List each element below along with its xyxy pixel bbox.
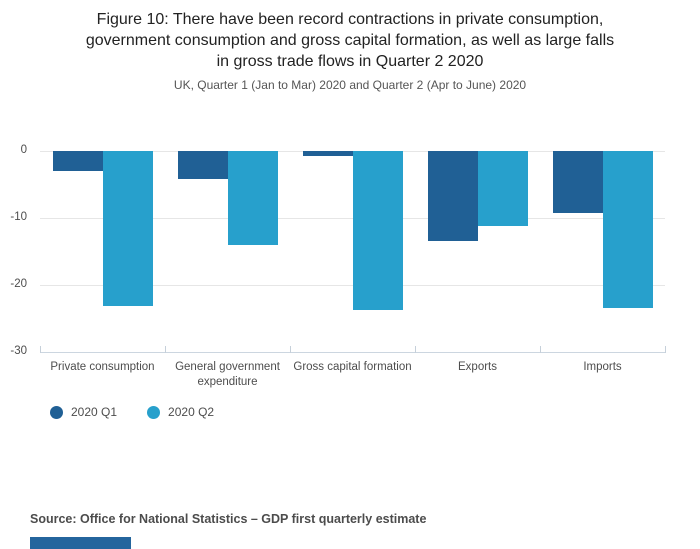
bar-2020-q2-gross-capital-formation[interactable] xyxy=(352,151,403,311)
y-axis-tick-label: -30 xyxy=(10,345,27,357)
x-axis-tick xyxy=(665,346,666,353)
source-note: Source: Office for National Statistics –… xyxy=(30,512,427,526)
footer-blue-bar[interactable] xyxy=(30,537,131,549)
x-axis-tick xyxy=(540,346,541,353)
legend-label: 2020 Q1 xyxy=(71,405,118,419)
bar-2020-q1-gross-capital-formation[interactable] xyxy=(302,151,353,157)
bar-2020-q1-private-consumption[interactable] xyxy=(52,151,103,172)
legend-label: 2020 Q2 xyxy=(168,405,215,419)
chart-title-line: Figure 10: There have been record contra… xyxy=(96,11,604,28)
chart-title: Figure 10: There have been record contra… xyxy=(20,9,680,72)
chart-title-line: government consumption and gross capital… xyxy=(85,32,615,49)
chart-legend: 2020 Q1 2020 Q2 xyxy=(50,405,214,419)
chart-subtitle: UK, Quarter 1 (Jan to Mar) 2020 and Quar… xyxy=(173,78,527,92)
bar-2020-q2-private-consumption[interactable] xyxy=(102,151,153,306)
bar-2020-q1-exports[interactable] xyxy=(427,151,478,242)
bar-2020-q1-imports[interactable] xyxy=(552,151,603,214)
legend-marker-icon xyxy=(50,405,63,419)
legend-marker-icon xyxy=(147,405,161,419)
y-axis-tick-label: -10 xyxy=(10,211,27,223)
x-axis-category-label: Gross capital formation xyxy=(293,361,412,373)
legend-item-2020-q2[interactable]: 2020 Q2 xyxy=(147,405,214,419)
bar-2020-q2-imports[interactable] xyxy=(602,151,653,309)
bar-2020-q2-general-government-expenditure[interactable] xyxy=(227,151,278,245)
y-axis-tick-label: 0 xyxy=(20,144,27,156)
x-axis-tick xyxy=(165,346,166,353)
chart-title-line: in gross trade flows in Quarter 2 2020 xyxy=(216,53,484,70)
x-axis-tick xyxy=(290,346,291,353)
bar-2020-q1-general-government-expenditure[interactable] xyxy=(177,151,228,180)
x-axis-tick xyxy=(40,346,41,353)
x-axis-category-label: General government expenditure xyxy=(175,361,280,388)
legend-item-2020-q1[interactable]: 2020 Q1 xyxy=(50,405,117,419)
x-axis-category-label: Imports xyxy=(583,361,622,373)
bar-chart: 0 -10 -20 -30 Private consumption General gov… xyxy=(10,144,666,388)
x-axis-category-label: Private consumption xyxy=(50,361,155,373)
y-axis-tick-label: -20 xyxy=(10,278,27,290)
x-axis-line xyxy=(40,352,665,353)
x-axis-category-label: Exports xyxy=(458,361,497,373)
x-axis-tick xyxy=(415,346,416,353)
bar-2020-q2-exports[interactable] xyxy=(477,151,528,227)
